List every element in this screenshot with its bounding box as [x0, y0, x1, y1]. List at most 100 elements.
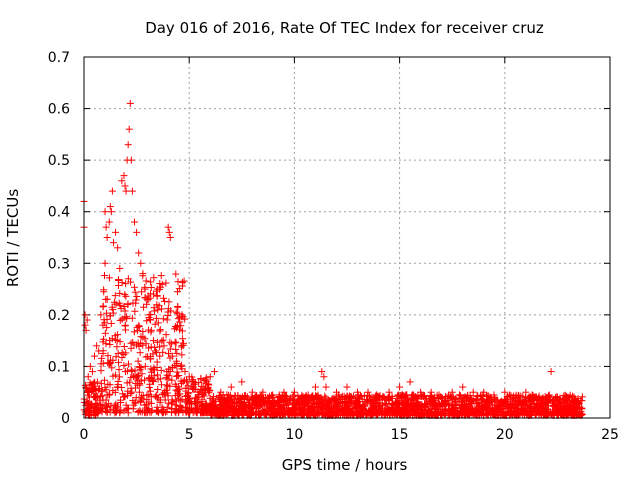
data-point-cloud	[151, 343, 159, 351]
data-point-cloud	[325, 396, 333, 404]
data-point-cloud	[122, 292, 130, 300]
data-point-cloud	[444, 400, 452, 408]
data-point-cloud	[133, 293, 141, 301]
x-tick-label: 0	[80, 427, 89, 443]
data-point-cloud	[344, 400, 352, 408]
data-point-cloud	[122, 349, 130, 357]
data-point-cloud	[150, 372, 158, 380]
data-point-cloud	[320, 410, 328, 418]
data-point-cloud	[441, 397, 449, 405]
data-point-cloud	[157, 366, 165, 374]
data-point	[105, 218, 113, 226]
data-point-cloud	[174, 278, 182, 286]
data-point-cloud	[483, 396, 491, 404]
data-point-cloud	[150, 274, 158, 282]
data-point-cloud	[451, 398, 459, 406]
data-point-cloud	[134, 339, 142, 347]
data-point-cloud	[404, 394, 412, 402]
data-point	[95, 347, 103, 355]
data-point-cloud	[106, 312, 114, 320]
data-point-cloud	[143, 300, 151, 308]
data-point	[112, 228, 120, 236]
y-tick-label: 0.6	[48, 102, 70, 118]
data-point-cloud	[131, 372, 139, 380]
data-point-cloud	[526, 393, 534, 401]
data-point-cloud	[164, 305, 172, 313]
data-point-cloud	[135, 342, 143, 350]
data-point-cloud	[147, 283, 155, 291]
data-point-cloud	[147, 278, 155, 286]
data-point-cloud	[452, 394, 460, 402]
data-point-cloud	[201, 386, 209, 394]
y-tick-label: 0.5	[48, 153, 70, 169]
data-point-cloud	[216, 395, 224, 403]
data-point-cloud	[500, 396, 508, 404]
data-point-cloud	[467, 397, 475, 405]
data-point-cloud	[209, 393, 217, 401]
data-point-cloud	[85, 410, 93, 418]
data-point-cloud	[274, 407, 282, 415]
data-point-cloud	[451, 404, 459, 412]
data-point-cloud	[191, 379, 199, 387]
data-point-cloud	[439, 399, 447, 407]
data-point-cloud	[333, 396, 341, 404]
data-point	[83, 316, 91, 324]
data-point-cloud	[396, 410, 404, 418]
data-point-cloud	[178, 395, 186, 403]
data-point-cloud	[376, 406, 384, 414]
data-point-cloud	[145, 398, 153, 406]
data-point-cloud	[171, 338, 179, 346]
data-point	[320, 373, 328, 381]
data-point-cloud	[131, 288, 139, 296]
data-point	[206, 373, 214, 381]
data-point-cloud	[108, 364, 116, 372]
data-point-cloud	[152, 349, 160, 357]
data-point-cloud	[154, 306, 162, 314]
data-point	[396, 383, 404, 391]
data-point-cloud	[409, 396, 417, 404]
data-point-cloud	[381, 399, 389, 407]
data-point-cloud	[413, 409, 421, 417]
data-point-cloud	[487, 398, 495, 406]
data-point-cloud	[164, 350, 172, 358]
data-point	[511, 393, 519, 401]
data-point-cloud	[241, 404, 249, 412]
data-point-cloud	[208, 406, 216, 414]
data-point	[93, 342, 101, 350]
data-point-cloud	[473, 399, 481, 407]
data-point-cloud	[154, 371, 162, 379]
data-point-cloud	[171, 408, 179, 416]
data-point	[259, 388, 267, 396]
data-point-cloud	[232, 399, 240, 407]
data-point-cloud	[363, 395, 371, 403]
data-point	[165, 228, 173, 236]
data-point	[547, 368, 555, 376]
data-point	[127, 156, 135, 164]
data-point-cloud	[127, 366, 135, 374]
data-point-cloud	[231, 392, 239, 400]
data-point-cloud	[178, 282, 186, 290]
data-point-cloud	[517, 405, 525, 413]
data-point-cloud	[484, 392, 492, 400]
data-point-cloud	[410, 404, 418, 412]
data-point-cloud	[284, 399, 292, 407]
data-point-cloud	[289, 393, 297, 401]
data-point	[332, 388, 340, 396]
data-point-cloud	[119, 390, 127, 398]
data-point-cloud	[160, 391, 168, 399]
data-point-cloud	[85, 399, 93, 407]
data-point-cloud	[361, 402, 369, 410]
data-point-cloud	[321, 392, 329, 400]
data-point-cloud	[148, 377, 156, 385]
data-point-cloud	[251, 393, 259, 401]
data-point	[102, 223, 110, 231]
data-point	[574, 399, 582, 407]
data-point-cloud	[482, 403, 490, 411]
data-point-cloud	[370, 395, 378, 403]
data-point-cloud	[103, 309, 111, 317]
data-point	[101, 208, 109, 216]
data-point-cloud	[450, 411, 458, 419]
data-point-cloud	[280, 404, 288, 412]
data-point-cloud	[445, 409, 453, 417]
data-point-cloud	[334, 411, 342, 419]
